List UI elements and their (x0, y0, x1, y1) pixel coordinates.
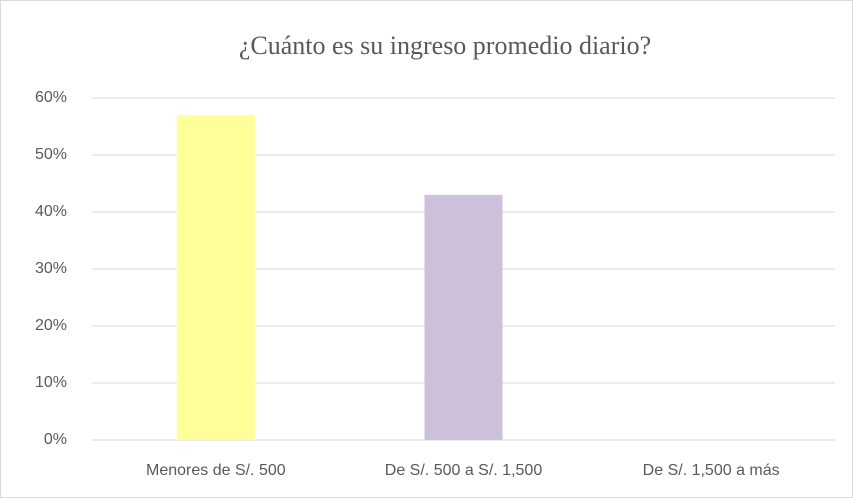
chart-title: ¿Cuánto es su ingreso promedio diario? (239, 31, 651, 60)
y-tick-label: 50% (35, 146, 67, 163)
x-tick-label: De S/. 1,500 a más (643, 462, 780, 479)
bar (176, 115, 255, 440)
y-tick-label: 30% (35, 260, 67, 277)
x-tick-label: De S/. 500 a S/. 1,500 (385, 462, 543, 479)
y-tick-label: 0% (44, 431, 67, 448)
y-tick-label: 20% (35, 317, 67, 334)
x-tick-label: Menores de S/. 500 (146, 462, 286, 479)
y-tick-label: 10% (35, 374, 67, 391)
bar (424, 194, 503, 440)
y-tick-label: 60% (35, 89, 67, 106)
y-tick-label: 40% (35, 203, 67, 220)
